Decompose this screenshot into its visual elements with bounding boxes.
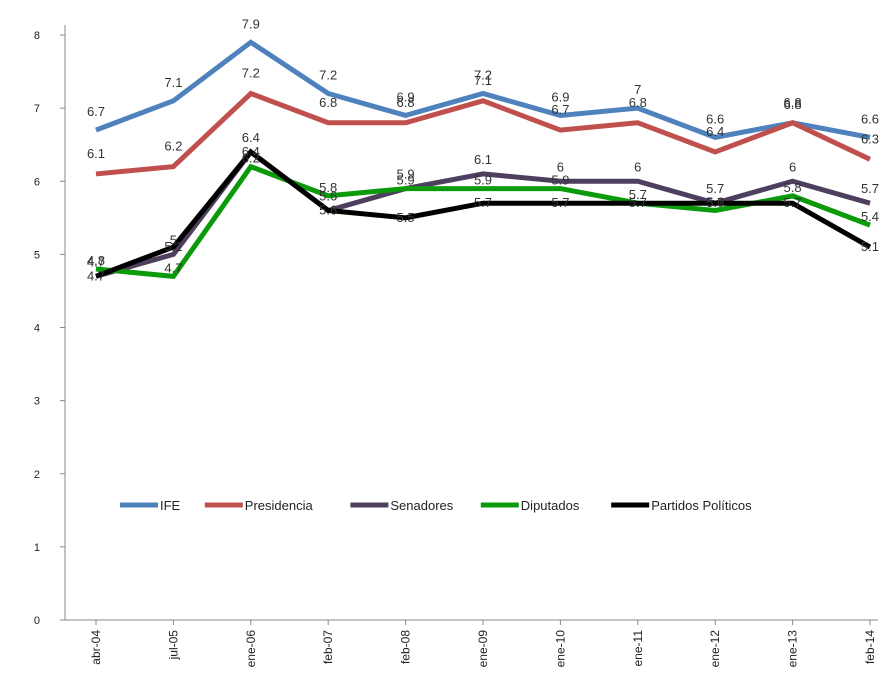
x-tick-label: feb-07: [321, 630, 335, 664]
legend-label-diputados: Diputados: [521, 498, 580, 513]
y-tick-label: 2: [34, 469, 40, 481]
legend-label-partidos-politicos: Partidos Políticos: [651, 498, 752, 513]
data-label-partidos-politicos: 5.7: [629, 195, 647, 210]
data-label-senadores: 5.6: [319, 189, 337, 204]
data-label-diputados: 4.7: [164, 260, 182, 275]
data-label-diputados: 5.9: [551, 173, 569, 188]
data-label-presidencia: 6.4: [706, 124, 724, 139]
series-line-partidos-politicos: [95, 148, 872, 279]
series-line-ife: [95, 39, 871, 140]
x-tick-label: feb-08: [399, 630, 413, 664]
data-label-ife: 6.8: [784, 97, 802, 112]
data-label-ife: 7.9: [242, 16, 260, 31]
data-label-ife: 6.7: [87, 104, 105, 119]
y-tick-label: 0: [34, 615, 40, 627]
data-label-ife: 6.9: [551, 89, 569, 104]
data-label-partidos-politicos: 6.4: [242, 144, 260, 159]
data-label-partidos-politicos: 5.1: [164, 239, 182, 254]
data-label-presidencia: 7.2: [242, 66, 260, 81]
data-label-diputados: 5.4: [861, 209, 879, 224]
data-label-partidos-politicos: 5.6: [319, 203, 337, 218]
data-label-presidencia: 6.8: [629, 95, 647, 110]
data-label-ife: 6.9: [397, 89, 415, 104]
y-tick-label: 6: [34, 176, 40, 188]
data-label-diputados: 6.2: [242, 151, 260, 166]
data-label-partidos-politicos: 5.7: [474, 195, 492, 210]
data-label-diputados: 5.6: [706, 195, 724, 210]
series-line-senadores: [95, 148, 871, 279]
data-label-diputados: 4.8: [87, 253, 105, 268]
legend-label-presidencia: Presidencia: [245, 498, 314, 513]
y-tick-label: 7: [34, 103, 40, 115]
data-label-diputados: 5.8: [319, 180, 337, 195]
data-label-presidencia: 6.2: [164, 139, 182, 154]
legend-label-ife: IFE: [160, 498, 181, 513]
data-label-senadores: 6: [557, 159, 564, 174]
data-label-senadores: 6: [634, 159, 641, 174]
data-label-ife: 7.1: [164, 75, 182, 90]
data-label-ife: 6.6: [706, 111, 724, 126]
data-label-senadores: 5.9: [397, 167, 415, 182]
data-label-partidos-politicos: 5.7: [784, 195, 802, 210]
data-label-presidencia: 6.8: [784, 95, 802, 110]
data-label-diputados: 5.7: [629, 187, 647, 202]
x-tick-label: ene-09: [476, 630, 490, 668]
data-label-partidos-politicos: 5.7: [551, 195, 569, 210]
x-tick-label: feb-14: [863, 630, 877, 664]
data-label-senadores: 6: [789, 159, 796, 174]
y-tick-label: 1: [34, 542, 40, 554]
data-label-partidos-politicos: 5.1: [861, 239, 879, 254]
data-label-senadores: 6.4: [242, 130, 260, 145]
data-label-senadores: 5.7: [861, 181, 879, 196]
data-label-presidencia: 6.3: [861, 131, 879, 146]
data-label-ife: 7.2: [474, 68, 492, 83]
data-label-partidos-politicos: 4.7: [87, 268, 105, 283]
x-tick-label: ene-11: [631, 630, 645, 667]
y-tick-label: 3: [34, 396, 40, 408]
data-label-ife: 7.2: [319, 68, 337, 83]
data-label-diputados: 5.9: [474, 173, 492, 188]
x-tick-label: jul-05: [166, 630, 180, 661]
data-label-partidos-politicos: 5.7: [706, 195, 724, 210]
data-label-partidos-politicos: 5.5: [397, 210, 415, 225]
data-label-ife: 6.6: [861, 111, 879, 126]
series-line-presidencia: [95, 90, 872, 177]
data-label-presidencia: 7.1: [474, 73, 492, 88]
x-tick-label: ene-12: [708, 630, 722, 668]
data-label-ife: 7: [634, 82, 641, 97]
data-label-presidencia: 6.1: [87, 146, 105, 161]
data-label-diputados: 5.8: [784, 180, 802, 195]
x-tick-label: ene-10: [553, 630, 567, 668]
y-tick-label: 8: [34, 30, 40, 42]
data-label-presidencia: 6.8: [397, 95, 415, 110]
x-tick-label: abr-04: [89, 630, 103, 665]
data-label-senadores: 5: [170, 232, 177, 247]
x-tick-label: ene-13: [786, 630, 800, 668]
data-label-presidencia: 6.8: [319, 95, 337, 110]
data-label-presidencia: 6.7: [551, 102, 569, 117]
y-tick-label: 4: [34, 323, 40, 335]
x-tick-label: ene-06: [244, 630, 258, 668]
data-label-diputados: 5.9: [397, 173, 415, 188]
legend-label-senadores: Senadores: [390, 498, 453, 513]
y-tick-label: 5: [34, 249, 40, 261]
data-label-senadores: 4.7: [87, 254, 105, 269]
data-label-senadores: 5.7: [706, 181, 724, 196]
data-label-senadores: 6.1: [474, 152, 492, 167]
